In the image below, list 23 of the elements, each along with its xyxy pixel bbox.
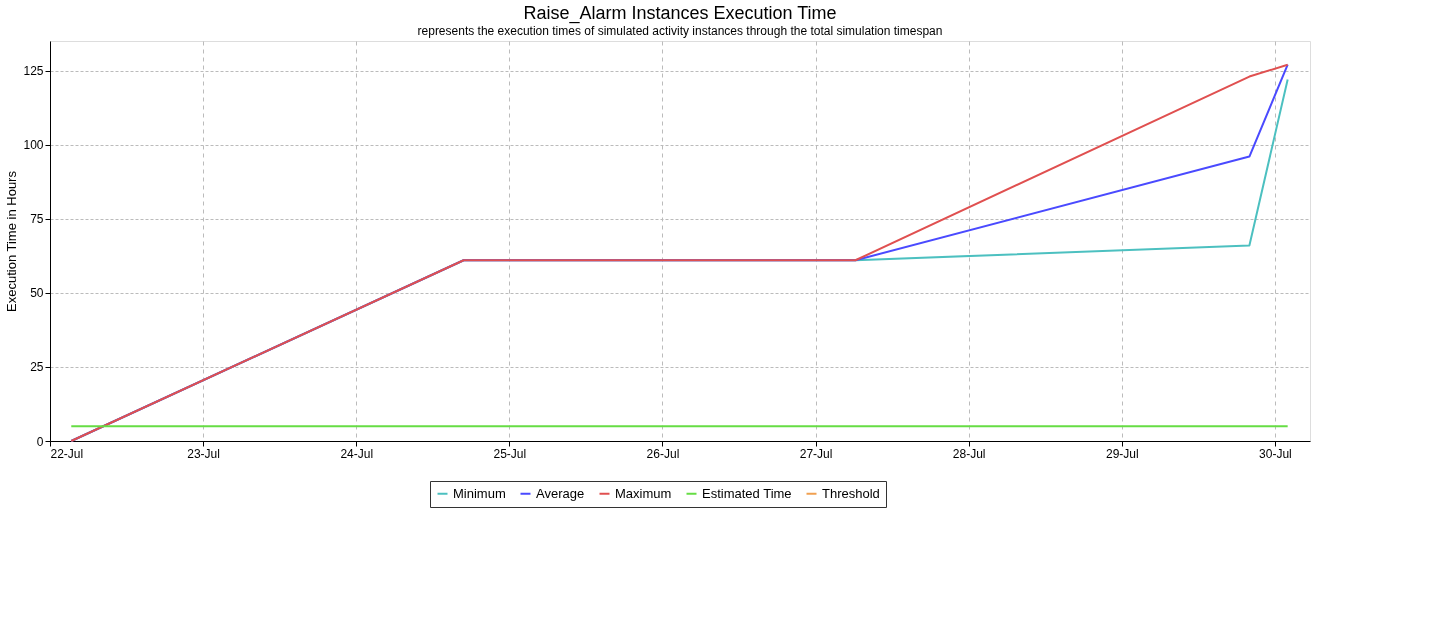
x-tick-label: 27-Jul (799, 446, 833, 461)
y-tick-label: 0 (36, 434, 44, 449)
y-tick-label: 125 (23, 64, 44, 79)
legend-label: Minimum (453, 485, 506, 501)
y-axis-title: Execution Time in Hours (4, 170, 20, 312)
y-tick-label: 25 (30, 360, 44, 375)
x-tick-label: 23-Jul (187, 446, 220, 461)
x-tick-label: 26-Jul (646, 446, 680, 461)
x-tick-label: 28-Jul (952, 446, 986, 461)
x-tick-label: 29-Jul (1105, 446, 1139, 461)
x-tick-label: 25-Jul (493, 446, 527, 461)
x-tick-label: 24-Jul (340, 446, 374, 461)
chart-title: Raise_Alarm Instances Execution Time (523, 3, 837, 24)
y-tick-label: 50 (30, 286, 44, 301)
x-tick-label: 30-Jul (1259, 446, 1292, 461)
legend-label: Estimated Time (702, 485, 792, 501)
x-tick-label: 22-Jul (50, 446, 84, 461)
y-tick-label: 75 (30, 212, 44, 227)
chart-subtitle: represents the execution times of simulated activity instances through the total simulation timespan (417, 24, 943, 38)
legend-label: Average (536, 485, 585, 501)
y-tick-label: 100 (23, 138, 44, 153)
legend-label: Maximum (615, 485, 672, 501)
legend-label: Threshold (822, 485, 880, 501)
